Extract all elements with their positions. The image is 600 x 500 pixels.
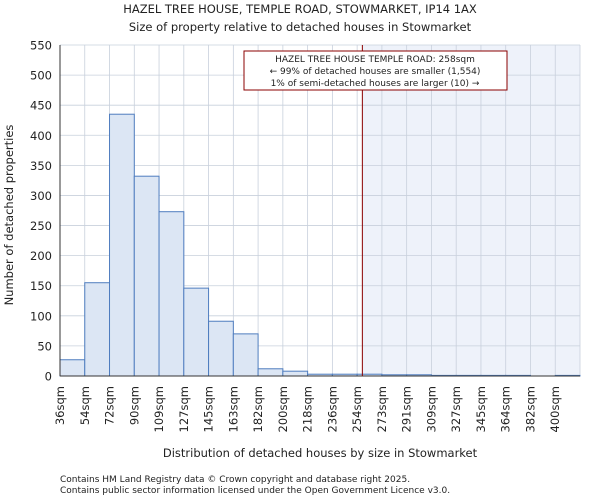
x-tick-label: 273sqm xyxy=(375,386,389,432)
y-tick-label: 250 xyxy=(30,219,52,233)
y-tick-label: 450 xyxy=(30,99,52,113)
y-tick-label: 500 xyxy=(30,69,52,83)
x-axis-label: Distribution of detached houses by size … xyxy=(163,446,478,460)
x-tick-label: 127sqm xyxy=(177,386,191,432)
x-tick-label: 36sqm xyxy=(53,386,67,425)
annotation-line-2: ← 99% of detached houses are smaller (1,… xyxy=(270,67,481,77)
y-tick-label: 100 xyxy=(30,309,52,323)
bar-72sqm xyxy=(109,113,135,377)
bar-145sqm xyxy=(208,320,234,377)
chart-title: HAZEL TREE HOUSE, TEMPLE ROAD, STOWMARKE… xyxy=(123,2,477,16)
y-tick-label: 50 xyxy=(37,339,52,353)
x-tick-label: 163sqm xyxy=(226,386,240,432)
annotation-box xyxy=(243,50,508,91)
annotation-line-1: HAZEL TREE HOUSE TEMPLE ROAD: 258sqm xyxy=(275,55,475,65)
y-tick-label: 150 xyxy=(30,279,52,293)
x-tick-label: 291sqm xyxy=(400,386,414,432)
annotation-line-3: 1% of semi-detached houses are larger (1… xyxy=(271,79,480,89)
x-tick-label: 90sqm xyxy=(127,386,141,425)
x-tick-label: 145sqm xyxy=(202,386,216,432)
x-tick-label: 327sqm xyxy=(449,386,463,432)
y-axis-label: Number of detached properties xyxy=(2,125,16,306)
bar-90sqm xyxy=(133,175,160,377)
x-tick-label: 345sqm xyxy=(474,386,488,432)
x-tick-label: 109sqm xyxy=(152,386,166,432)
bar-200sqm xyxy=(282,370,309,377)
chart-subtitle: Size of property relative to detached ho… xyxy=(129,20,472,34)
footer-line-2: Contains public sector information licen… xyxy=(60,486,450,496)
bar-109sqm xyxy=(158,211,185,377)
y-tick-label: 200 xyxy=(30,249,52,263)
bar-182sqm xyxy=(257,368,284,377)
y-tick-label: 300 xyxy=(30,189,52,203)
bar-163sqm xyxy=(232,333,259,377)
bar-54sqm xyxy=(84,282,111,377)
y-tick-label: 0 xyxy=(45,370,52,384)
x-tick-label: 382sqm xyxy=(523,386,537,432)
y-tick-label: 400 xyxy=(30,129,52,143)
x-tick-label: 72sqm xyxy=(103,386,117,425)
y-tick-label: 350 xyxy=(30,159,52,173)
x-tick-label: 254sqm xyxy=(350,386,364,432)
bar-36sqm xyxy=(59,359,86,377)
x-tick-label: 309sqm xyxy=(424,386,438,432)
x-tick-label: 54sqm xyxy=(78,386,92,425)
footer-line-1: Contains HM Land Registry data © Crown c… xyxy=(60,475,410,485)
x-tick-label: 182sqm xyxy=(251,386,265,432)
x-tick-label: 200sqm xyxy=(276,386,290,432)
x-tick-label: 400sqm xyxy=(548,386,562,432)
y-tick-label: 550 xyxy=(30,39,52,53)
x-tick-label: 218sqm xyxy=(301,386,315,432)
x-tick-label: 236sqm xyxy=(325,386,339,432)
x-tick-label: 364sqm xyxy=(499,386,513,432)
bar-127sqm xyxy=(183,287,210,377)
larger-region-shade xyxy=(362,45,580,376)
